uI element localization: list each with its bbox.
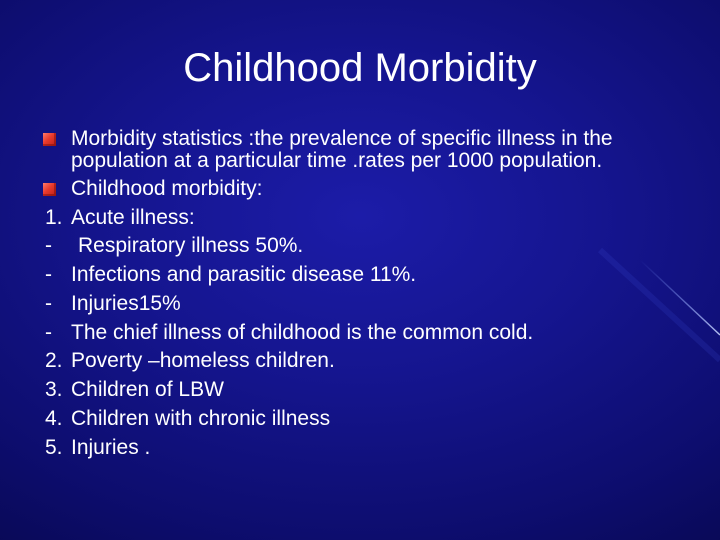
list-marker: -: [45, 320, 52, 344]
list-item: - Infections and parasitic disease 11%.: [0, 261, 700, 290]
list-text: Infections and parasitic disease 11%.: [71, 263, 417, 287]
slide-title: Childhood Morbidity: [183, 46, 537, 90]
list-text: Children with chronic illness: [71, 407, 331, 431]
list-text: Injuries15%: [71, 291, 181, 315]
list-text: Children of LBW: [71, 378, 224, 402]
list-marker: 2.: [45, 349, 63, 373]
list-item: 5. Injuries .: [0, 434, 700, 463]
slide-content: Morbidity statistics :the prevalence of …: [0, 125, 700, 463]
list-item: - Injuries15%: [0, 290, 700, 319]
list-marker: -: [45, 263, 52, 287]
list-text: The chief illness of childhood is the co…: [71, 320, 534, 344]
list-item: - The chief illness of childhood is the …: [0, 319, 700, 348]
list-marker: 5.: [45, 435, 63, 459]
list-item: - Respiratory illness 50%.: [0, 232, 700, 261]
bullet-item-morbidity-statistics: Morbidity statistics :the prevalence of …: [0, 125, 700, 175]
list-text: Respiratory illness 50%.: [78, 234, 304, 258]
list-text: Poverty –homeless children.: [71, 349, 335, 373]
list-item: 1. Acute illness:: [0, 204, 700, 233]
list-marker: 1.: [45, 205, 63, 229]
list-item: 4. Children with chronic illness: [0, 405, 700, 434]
list-marker: 3.: [45, 378, 63, 402]
bullet-text: Childhood morbidity:: [71, 177, 263, 200]
list-item: 3. Children of LBW: [0, 376, 700, 405]
list-text: Injuries .: [71, 435, 151, 459]
bullet-text: Morbidity statistics :the prevalence of …: [71, 127, 613, 172]
list-item: 2. Poverty –homeless children.: [0, 347, 700, 376]
bullet-item-childhood-morbidity: Childhood morbidity:: [0, 175, 700, 204]
list-marker: -: [45, 291, 52, 315]
red-square-bullet-icon: [43, 133, 56, 146]
list-text: Acute illness:: [71, 205, 195, 229]
list-marker: -: [45, 234, 52, 258]
list-marker: 4.: [45, 407, 63, 431]
red-square-bullet-icon: [43, 183, 56, 196]
